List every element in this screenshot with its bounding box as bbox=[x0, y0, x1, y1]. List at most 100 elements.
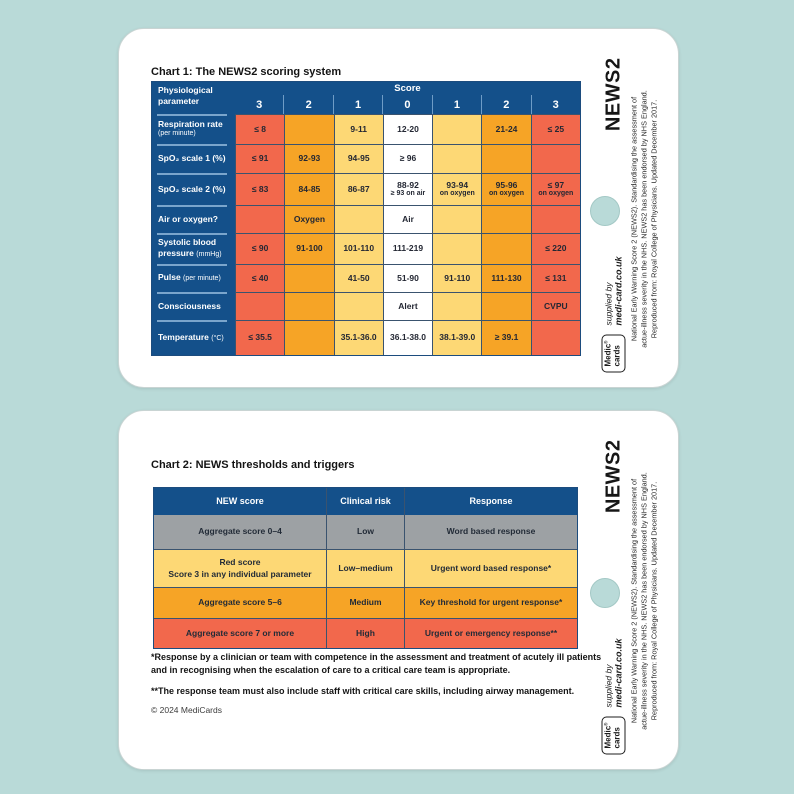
disclaimer-line2: actue-illness severity in the NHS. NEWS2… bbox=[639, 471, 649, 730]
score-cell: 88-92 ≥ 93 on air bbox=[382, 173, 433, 205]
parameter-note: (mmHg) bbox=[196, 250, 222, 258]
score-cell: ≤ 40 bbox=[235, 264, 285, 292]
score-cell: CVPU bbox=[530, 292, 580, 320]
corner-header-line1: Physiological bbox=[158, 85, 213, 95]
score-cell-value: ≤ 220 bbox=[545, 243, 567, 254]
parameter-label-cell: Pulse (per minute) bbox=[152, 264, 235, 292]
parameter-label-cell: Temperature (°C) bbox=[152, 320, 235, 355]
score-cell-value: 111-130 bbox=[491, 272, 522, 283]
table-row: Pulse (per minute) ≤ 40 41-50 51-90 91-110 11… bbox=[152, 264, 580, 292]
response-cell: Word based response bbox=[404, 515, 577, 549]
new-score-line: Aggregate score 7 or more bbox=[185, 627, 295, 638]
score-cell bbox=[333, 205, 383, 233]
score-cell: ≤ 35.5 bbox=[235, 320, 285, 355]
parameter-label-cell: SpO₂ scale 1 (%) bbox=[152, 144, 235, 173]
score-cell: ≤ 90 bbox=[235, 233, 285, 264]
score-cell: 95-96 on oxygen bbox=[481, 173, 531, 205]
score-cell: 111-219 bbox=[382, 233, 433, 264]
score-cell: 35.1-36.0 bbox=[333, 320, 383, 355]
new-score-cell: Aggregate score 5–6 bbox=[154, 587, 326, 618]
parameter-label: Systolic blood pressure (mmHg) bbox=[158, 237, 222, 258]
thresholds-header-cell: NEW score bbox=[154, 488, 326, 515]
score-cell: 21-24 bbox=[481, 114, 531, 144]
score-cell-value: 93-94 bbox=[446, 179, 469, 190]
label-divider-line bbox=[157, 233, 227, 235]
clinical-risk-cell: Low–medium bbox=[326, 549, 404, 587]
footnote-single-asterisk: *Response by a clinician or team with co… bbox=[151, 652, 602, 675]
parameter-label: SpO₂ scale 2 (%) bbox=[158, 183, 226, 194]
score-cell-value: 101-110 bbox=[343, 243, 375, 254]
table-row: SpO₂ scale 1 (%) ≤ 91 92-93 94-95 ≥ 96 bbox=[152, 144, 580, 173]
score-cell-value: 35.1-36.0 bbox=[340, 332, 377, 343]
score-cell-value: 12-20 bbox=[397, 123, 419, 134]
supplied-by-label: supplied by bbox=[602, 663, 613, 707]
score-cell-value: CVPU bbox=[544, 300, 568, 311]
parameter-label: SpO₂ scale 1 (%) bbox=[158, 153, 226, 164]
score-cell-value: ≤ 83 bbox=[251, 183, 269, 194]
score-cell: ≤ 91 bbox=[235, 144, 285, 173]
score-cell bbox=[530, 320, 580, 355]
news2-side-title: NEWS2 bbox=[601, 57, 624, 131]
chart1-title: Chart 1: The NEWS2 scoring system bbox=[151, 66, 342, 78]
score-column-header: 2 bbox=[283, 95, 332, 114]
label-divider-line bbox=[157, 144, 227, 146]
response-cell: Urgent or emergency response** bbox=[404, 618, 577, 648]
score-cell bbox=[432, 114, 482, 144]
score-cell-value: 91-100 bbox=[296, 243, 323, 254]
score-cell: ≤ 83 bbox=[235, 173, 285, 205]
thresholds-header-row: NEW score Clinical risk Response bbox=[154, 488, 577, 515]
score-cell-value: ≤ 90 bbox=[251, 243, 269, 254]
score-cell-value: 92-93 bbox=[298, 153, 321, 164]
score-cell-value: 86-87 bbox=[347, 183, 370, 194]
score-cell bbox=[432, 292, 482, 320]
score-header-label: Score bbox=[394, 83, 421, 94]
clinical-risk-cell: Low bbox=[326, 515, 404, 549]
new-score-cell: Red score Score 3 in any individual param… bbox=[154, 549, 326, 587]
new-score-line: Score 3 in any individual parameter bbox=[168, 568, 312, 579]
score-cell bbox=[530, 205, 580, 233]
score-cell-value: 41-50 bbox=[347, 272, 370, 283]
supplied-by-block: supplied by medi-card.co.uk bbox=[603, 638, 624, 707]
score-cell-value: ≤ 91 bbox=[251, 153, 269, 164]
score-cell: 9-11 bbox=[333, 114, 383, 144]
score-cell bbox=[284, 114, 334, 144]
score-cell: Alert bbox=[382, 292, 433, 320]
logo-line1: Medic bbox=[603, 725, 613, 748]
logo-line2: cards bbox=[612, 726, 621, 748]
score-cell: 41-50 bbox=[333, 264, 383, 292]
score-cell: Oxygen bbox=[284, 205, 334, 233]
table-row: Consciousness Alert CVPU bbox=[152, 292, 580, 320]
score-cell bbox=[235, 205, 285, 233]
score-cell-value: 21-24 bbox=[495, 123, 518, 134]
score-cell-value: ≤ 8 bbox=[254, 123, 267, 134]
threshold-row: Aggregate score 5–6 Medium Key threshold f… bbox=[154, 587, 577, 618]
new-score-cell: Aggregate score 0–4 bbox=[154, 515, 326, 549]
score-cell: ≤ 8 bbox=[235, 114, 285, 144]
score-cell-value: ≤ 35.5 bbox=[248, 332, 272, 343]
score-cell bbox=[432, 233, 482, 264]
score-cell: 38.1-39.0 bbox=[432, 320, 482, 355]
parameter-label-cell: Respiration rate (per minute) bbox=[152, 114, 235, 144]
score-cell-value: 91-110 bbox=[444, 272, 471, 283]
supplier-url: medi-card.co.uk bbox=[612, 255, 623, 325]
chart2-title: Chart 2: NEWS thresholds and triggers bbox=[151, 459, 355, 471]
card-news2-scoring: Chart 1: The NEWS2 scoring system Physio… bbox=[118, 28, 679, 388]
threshold-row: Aggregate score 7 or more High Urgent or e… bbox=[154, 618, 577, 648]
score-cell-value: 51-90 bbox=[397, 272, 419, 283]
score-cell-value: ≥ 96 bbox=[399, 153, 417, 164]
table-row: Temperature (°C) ≤ 35.5 35.1-36.0 36.1-38.0… bbox=[152, 320, 580, 355]
punch-hole bbox=[590, 578, 620, 608]
score-cell-value: Air bbox=[402, 213, 414, 224]
label-divider-line bbox=[157, 114, 227, 116]
thresholds-table: NEW score Clinical risk Response Aggregate… bbox=[153, 487, 578, 649]
thresholds-header-cell: Response bbox=[404, 488, 577, 515]
supplied-by-block: supplied by medi-card.co.uk bbox=[603, 256, 624, 325]
score-cell bbox=[333, 292, 383, 320]
score-cell bbox=[284, 264, 334, 292]
score-cell-value: ≤ 97 bbox=[547, 179, 565, 190]
parameter-label-cell: Consciousness bbox=[152, 292, 235, 320]
new-score-line: Red score bbox=[219, 557, 261, 568]
parameter-label: Temperature (°C) bbox=[158, 331, 224, 342]
